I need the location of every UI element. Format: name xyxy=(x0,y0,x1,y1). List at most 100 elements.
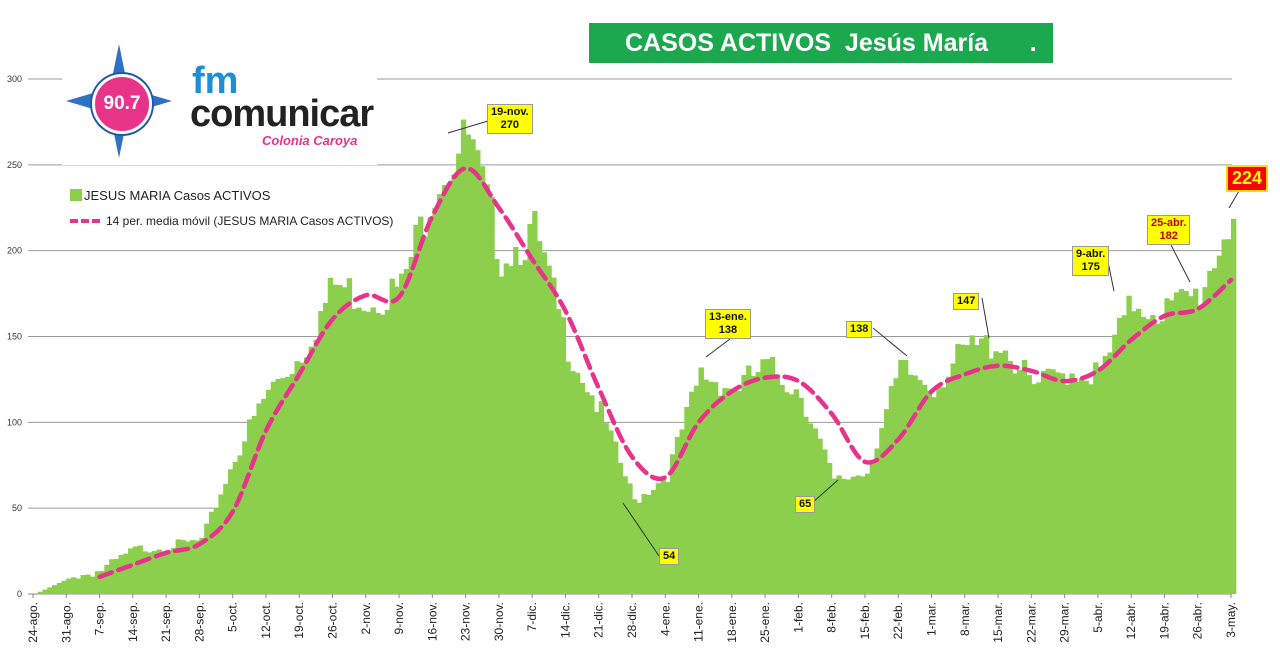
bar xyxy=(1169,300,1175,594)
bar xyxy=(437,194,443,594)
bar xyxy=(99,570,105,594)
x-tick-label: 1-mar. xyxy=(925,602,939,636)
bar xyxy=(246,419,253,594)
bar xyxy=(332,284,338,594)
bar xyxy=(784,392,790,594)
bar xyxy=(983,335,990,594)
y-tick-label: 250 xyxy=(7,160,22,170)
chart-title: CASOS ACTIVOS Jesús María . xyxy=(589,23,1053,63)
bar xyxy=(722,388,728,594)
bar xyxy=(204,523,210,594)
bar xyxy=(574,372,581,594)
bar xyxy=(104,564,110,594)
bar xyxy=(199,537,205,594)
bar xyxy=(294,361,300,594)
bar xyxy=(1197,307,1204,594)
bar xyxy=(503,263,509,594)
bar xyxy=(527,223,533,595)
bar xyxy=(1002,350,1009,594)
bar xyxy=(532,210,538,594)
y-tick-label: 100 xyxy=(7,417,22,427)
x-tick-label: 8-feb. xyxy=(825,602,839,633)
bar xyxy=(270,381,277,594)
bar xyxy=(1097,366,1104,594)
callout-peak-apr25: 25-abr. 182 xyxy=(1147,215,1191,245)
y-tick-label: 300 xyxy=(7,74,22,84)
bar xyxy=(1112,334,1118,594)
bar xyxy=(489,197,495,594)
bar xyxy=(1131,311,1137,594)
bar xyxy=(684,406,690,594)
bar xyxy=(308,346,315,594)
bar xyxy=(632,499,638,594)
bar xyxy=(265,389,272,594)
bar xyxy=(161,551,167,594)
bar xyxy=(826,462,833,594)
bar xyxy=(375,313,381,594)
bar xyxy=(251,415,258,594)
bar xyxy=(242,441,248,594)
bar xyxy=(565,361,571,594)
legend-bar-label: JESUS MARIA Casos ACTIVOS xyxy=(84,187,271,203)
bar xyxy=(1145,319,1151,594)
bar xyxy=(170,548,177,594)
logo-city-text: Colonia Caroya xyxy=(262,133,358,148)
bar xyxy=(213,508,219,594)
x-tick-label: 5-oct. xyxy=(226,602,240,632)
bar xyxy=(641,493,647,594)
bar-series xyxy=(37,119,1237,595)
bar xyxy=(156,549,162,594)
bar xyxy=(536,241,543,594)
bar xyxy=(617,462,624,594)
bar xyxy=(584,392,590,594)
bar xyxy=(812,428,818,594)
bar xyxy=(1226,239,1232,594)
leader-line xyxy=(981,297,990,339)
bar xyxy=(603,423,609,594)
bar xyxy=(151,550,158,594)
x-tick-label: 3-may. xyxy=(1224,602,1238,638)
bar xyxy=(1040,371,1047,594)
bar xyxy=(356,307,362,594)
x-tick-label: 2-nov. xyxy=(359,602,373,634)
bar xyxy=(703,379,709,594)
moving-average-line xyxy=(97,166,1234,580)
bar xyxy=(636,502,643,594)
bar xyxy=(66,578,72,594)
x-tick-label: 15-feb. xyxy=(858,602,872,639)
bar xyxy=(1150,315,1156,594)
bar xyxy=(346,278,353,594)
bar xyxy=(1211,268,1218,594)
bar xyxy=(736,390,742,594)
bar xyxy=(1159,321,1166,594)
bar xyxy=(494,258,500,594)
frequency-badge: 90.7 xyxy=(92,74,152,134)
leader-line xyxy=(872,327,908,357)
bar xyxy=(361,310,367,594)
x-tick-label: 15-mar. xyxy=(991,602,1005,643)
moving-average-series xyxy=(97,166,1234,580)
bar xyxy=(898,359,904,594)
bar xyxy=(327,277,334,594)
x-axis-ticks: 24-ago. 31-ago. 7-sep. 14-sep. 21-sep. 28-sep… xyxy=(26,594,1238,643)
x-tick-label: 11-ene. xyxy=(692,602,706,642)
x-tick-label: 14-sep. xyxy=(126,602,140,642)
bar xyxy=(460,119,467,594)
bar xyxy=(1069,373,1075,594)
bar xyxy=(879,428,885,594)
bar xyxy=(926,390,933,594)
callout-peak-feb: 138 xyxy=(846,321,873,338)
bar xyxy=(384,309,391,594)
bar xyxy=(318,311,324,594)
bar xyxy=(1093,362,1099,594)
bar xyxy=(303,357,310,594)
bar xyxy=(1192,288,1199,594)
bar xyxy=(950,363,956,594)
bar xyxy=(513,246,519,594)
x-tick-label: 7-sep. xyxy=(93,602,107,635)
bar xyxy=(993,351,999,594)
bar xyxy=(774,375,780,594)
x-tick-label: 18-ene. xyxy=(725,602,739,643)
bar xyxy=(71,577,77,594)
bar xyxy=(237,455,243,594)
